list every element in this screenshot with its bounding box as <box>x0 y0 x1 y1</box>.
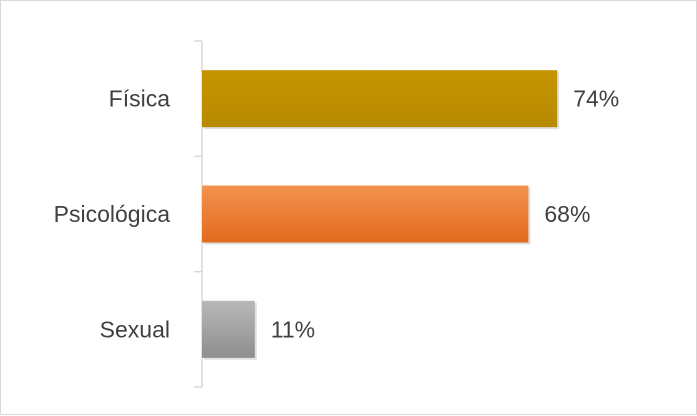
bars <box>202 70 560 360</box>
value-label: 11% <box>271 316 315 342</box>
category-label: Física <box>109 86 171 112</box>
category-label: Sexual <box>100 316 170 342</box>
value-label: 68% <box>544 201 590 227</box>
bar-psicológica <box>202 185 529 243</box>
bar-sexual <box>202 300 255 358</box>
category-axis <box>194 40 203 388</box>
bar-física <box>202 70 558 128</box>
category-label: Psicológica <box>54 201 171 227</box>
labels: Física 74% Psicológica 68% Sexual 11% <box>54 86 620 343</box>
value-label: 74% <box>573 86 619 112</box>
